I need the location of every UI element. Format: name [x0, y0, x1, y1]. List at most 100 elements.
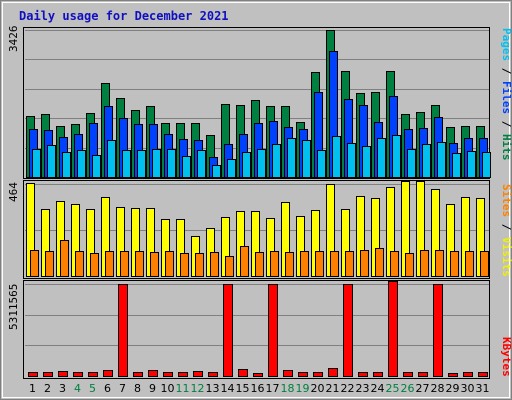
bar-kbytes-day-18: [283, 370, 293, 377]
bar-sites-day-17: [270, 251, 279, 277]
legend-kbytes: KBytes: [500, 337, 512, 377]
day-label-18: 18: [281, 382, 295, 395]
day-label-23: 23: [356, 382, 370, 395]
bar-sites-day-15: [240, 246, 249, 277]
bar-sites-day-3: [60, 240, 69, 277]
bar-kbytes-day-28: [433, 284, 443, 377]
day-label-15: 15: [236, 382, 250, 395]
day-label-24: 24: [371, 382, 385, 395]
bar-sites-day-4: [75, 251, 84, 277]
bar-pages-day-21: [332, 136, 341, 178]
bar-sites-day-7: [120, 251, 129, 277]
bar-sites-day-2: [45, 251, 54, 277]
bar-pages-day-26: [407, 149, 416, 178]
day-label-2: 2: [44, 382, 51, 395]
bar-kbytes-day-5: [88, 372, 98, 377]
bar-pages-day-8: [137, 150, 146, 178]
ymax-label-kbytes: 5311565: [7, 284, 20, 330]
bar-sites-day-28: [435, 250, 444, 277]
bars: [26, 30, 491, 377]
bar-sites-day-26: [405, 253, 414, 277]
bar-kbytes-day-9: [148, 370, 158, 377]
bar-kbytes-day-13: [208, 372, 218, 377]
bar-pages-day-29: [452, 153, 461, 178]
bar-pages-day-10: [167, 149, 176, 178]
bar-kbytes-day-4: [73, 372, 83, 377]
bar-kbytes-day-27: [418, 372, 428, 377]
bar-sites-day-20: [315, 251, 324, 277]
day-label-30: 30: [461, 382, 475, 395]
bar-pages-day-6: [107, 140, 116, 178]
bar-pages-day-31: [482, 152, 491, 178]
bar-pages-day-30: [467, 151, 476, 178]
side-legend-hits: Pages / Files / Hits: [500, 28, 512, 161]
bar-kbytes-day-25: [388, 281, 398, 377]
day-label-13: 13: [206, 382, 220, 395]
ymax-label-hits: 3426: [7, 26, 20, 53]
legend-pages: Pages: [500, 28, 512, 61]
legend-visits: Visits: [500, 237, 512, 277]
day-label-29: 29: [446, 382, 460, 395]
bar-pages-day-16: [257, 149, 266, 178]
bar-sites-day-13: [210, 252, 219, 277]
legend-sep-1: /: [500, 61, 512, 81]
bar-sites-day-11: [180, 253, 189, 277]
day-label-4: 4: [74, 382, 81, 395]
bar-pages-day-25: [392, 135, 401, 178]
legend-files: Files: [500, 81, 512, 114]
bar-pages-day-1: [32, 149, 41, 178]
bar-kbytes-day-15: [238, 369, 248, 377]
day-label-27: 27: [416, 382, 430, 395]
legend-sep-2: /: [500, 114, 512, 134]
legend-sites: Sites: [500, 184, 512, 217]
day-label-8: 8: [134, 382, 141, 395]
day-label-26: 26: [401, 382, 415, 395]
bar-pages-day-20: [317, 150, 326, 178]
bar-kbytes-day-3: [58, 371, 68, 377]
bar-pages-day-7: [122, 150, 131, 178]
bar-sites-day-23: [360, 250, 369, 277]
bar-pages-day-28: [437, 142, 446, 178]
bar-sites-day-31: [480, 251, 489, 277]
day-label-11: 11: [176, 382, 190, 395]
day-label-6: 6: [104, 382, 111, 395]
bar-kbytes-day-2: [43, 372, 53, 377]
bar-kbytes-day-30: [463, 372, 473, 377]
bar-pages-day-12: [197, 150, 206, 178]
day-label-1: 1: [29, 382, 36, 395]
legend-sep-3: /: [500, 217, 512, 237]
bar-sites-day-29: [450, 251, 459, 277]
bar-pages-day-11: [182, 156, 191, 178]
bar-kbytes-day-1: [28, 372, 38, 377]
bar-pages-day-23: [362, 146, 371, 178]
bar-sites-day-27: [420, 250, 429, 277]
bar-sites-day-5: [90, 253, 99, 277]
bar-kbytes-day-22: [343, 284, 353, 377]
ymax-label-visits: 464: [7, 182, 20, 202]
bar-pages-day-4: [77, 150, 86, 178]
day-label-20: 20: [311, 382, 325, 395]
bar-sites-day-1: [30, 250, 39, 277]
bar-sites-day-18: [285, 252, 294, 277]
bar-pages-day-2: [47, 145, 56, 178]
bar-kbytes-day-21: [328, 368, 338, 377]
day-label-7: 7: [119, 382, 126, 395]
side-legend-kbytes: KBytes: [500, 337, 512, 377]
day-label-14: 14: [221, 382, 235, 395]
bar-sites-day-24: [375, 248, 384, 277]
bar-pages-day-9: [152, 149, 161, 178]
bar-sites-day-6: [105, 251, 114, 277]
day-label-10: 10: [161, 382, 175, 395]
bar-pages-day-19: [302, 140, 311, 178]
bar-kbytes-day-23: [358, 372, 368, 377]
bar-sites-day-16: [255, 252, 264, 277]
bar-pages-day-27: [422, 144, 431, 178]
bar-kbytes-day-10: [163, 372, 173, 377]
bar-pages-day-13: [212, 165, 221, 178]
bar-kbytes-day-8: [133, 372, 143, 377]
bar-pages-day-17: [272, 144, 281, 178]
bar-pages-day-5: [92, 155, 101, 178]
bar-kbytes-day-11: [178, 372, 188, 377]
day-label-21: 21: [326, 382, 340, 395]
